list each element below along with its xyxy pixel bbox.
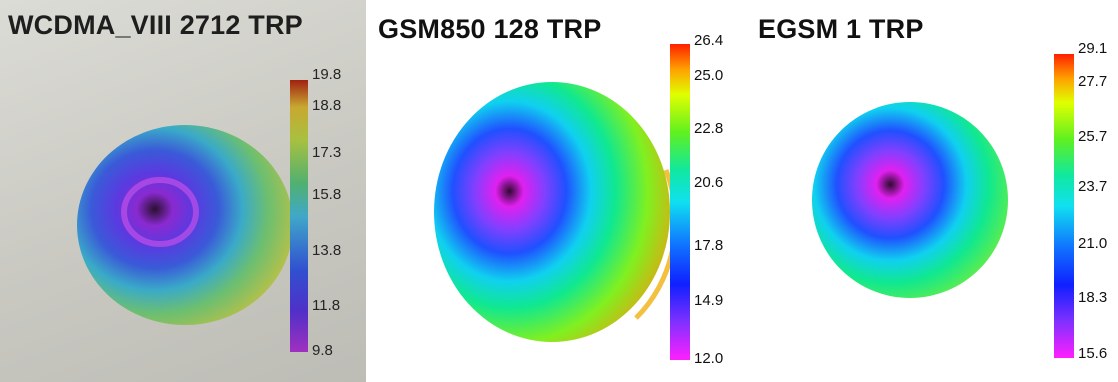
- wcdma-pattern-disc: [77, 125, 293, 325]
- egsm-radiation-pattern: [812, 102, 1008, 298]
- egsm-pattern-disc: [812, 102, 1008, 298]
- egsm-tick-3: 23.7: [1078, 178, 1108, 195]
- egsm-tick-6: 15.6: [1078, 345, 1108, 362]
- wcdma-tick-4: 13.8: [312, 242, 342, 259]
- wcdma-tick-5: 11.8: [312, 297, 341, 314]
- wcdma-tick-6: 9.8: [312, 342, 333, 359]
- wcdma-panel: WCDMA_VIII 2712 TRP 19.8 18.8 17.3 15.8 …: [0, 0, 366, 382]
- egsm-tick-4: 21.0: [1078, 235, 1108, 252]
- gsm850-tick-2: 22.8: [694, 120, 724, 137]
- egsm-tick-1: 27.7: [1078, 73, 1108, 90]
- wcdma-chart-title: WCDMA_VIII 2712 TRP: [8, 10, 303, 40]
- gsm850-tick-6: 12.0: [694, 350, 724, 367]
- egsm-tick-2: 25.7: [1078, 128, 1108, 145]
- gsm850-tick-3: 20.6: [694, 174, 724, 191]
- gsm850-tick-5: 14.9: [694, 292, 724, 309]
- egsm-tick-5: 18.3: [1078, 289, 1108, 306]
- gsm850-chart-title: GSM850 128 TRP: [378, 14, 602, 44]
- wcdma-tick-1: 18.8: [312, 97, 342, 114]
- gsm850-tick-0: 26.4: [694, 32, 724, 49]
- wcdma-colorbar: [290, 80, 308, 352]
- wcdma-tick-2: 17.3: [312, 144, 342, 161]
- gsm850-tick-4: 17.8: [694, 237, 724, 254]
- wcdma-tick-3: 15.8: [312, 186, 342, 203]
- wcdma-tick-0: 19.8: [312, 66, 342, 83]
- gsm850-pattern-disc: [434, 82, 670, 342]
- egsm-tick-0: 29.1: [1078, 40, 1108, 57]
- gsm850-tick-1: 25.0: [694, 67, 724, 84]
- egsm-colorbar: [1054, 54, 1074, 358]
- wcdma-radiation-pattern: [77, 125, 293, 325]
- egsm-panel: EGSM 1 TRP 29.1 27.7 25.7 23.7 21.0 18.3…: [740, 0, 1118, 382]
- gsm850-colorbar: [670, 44, 690, 360]
- gsm850-panel: GSM850 128 TRP 26.4 25.0 22.8 20.6 17.8 …: [366, 0, 740, 382]
- wcdma-pattern-ring: [121, 177, 199, 247]
- egsm-chart-title: EGSM 1 TRP: [758, 14, 924, 44]
